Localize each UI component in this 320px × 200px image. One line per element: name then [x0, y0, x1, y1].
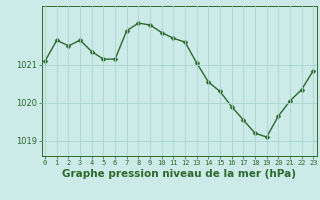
X-axis label: Graphe pression niveau de la mer (hPa): Graphe pression niveau de la mer (hPa): [62, 169, 296, 179]
